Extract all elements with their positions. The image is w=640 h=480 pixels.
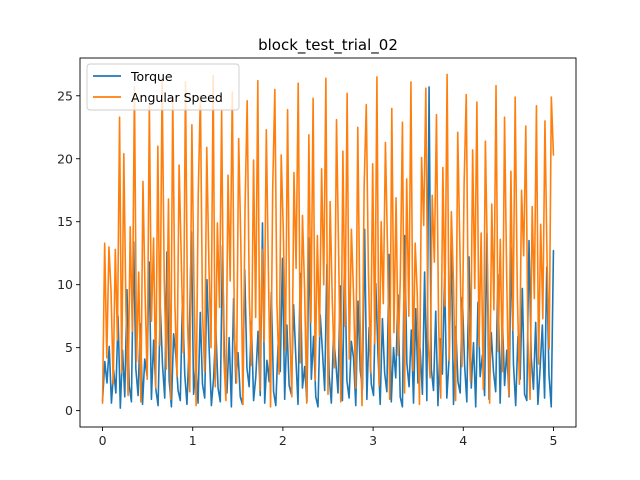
y-tick-label: 0 bbox=[65, 403, 73, 418]
series-line-angular-speed bbox=[101, 73, 555, 408]
y-tick-label: 10 bbox=[57, 277, 73, 292]
x-tick-label: 0 bbox=[99, 433, 107, 448]
y-tick-label: 20 bbox=[57, 151, 73, 166]
series-layer bbox=[101, 73, 555, 409]
y-tick-label: 25 bbox=[57, 88, 73, 103]
legend-label-angular-speed: Angular Speed bbox=[131, 90, 223, 105]
y-tick-label: 15 bbox=[57, 214, 73, 229]
x-tick-label: 2 bbox=[279, 433, 287, 448]
legend-box bbox=[86, 63, 240, 111]
legend-label-torque: Torque bbox=[130, 69, 173, 84]
x-tick-label: 4 bbox=[459, 433, 467, 448]
x-axis: 0 1 2 3 4 5 bbox=[99, 427, 557, 448]
chart-title: block_test_trial_02 bbox=[258, 36, 398, 55]
x-tick-label: 5 bbox=[549, 433, 557, 448]
y-tick-label: 5 bbox=[65, 340, 73, 355]
x-tick-label: 3 bbox=[369, 433, 377, 448]
x-tick-label: 1 bbox=[189, 433, 197, 448]
y-axis: 0 5 10 15 20 25 bbox=[57, 88, 80, 418]
plot-frame bbox=[79, 57, 577, 428]
legend: Torque Angular Speed bbox=[86, 63, 240, 111]
